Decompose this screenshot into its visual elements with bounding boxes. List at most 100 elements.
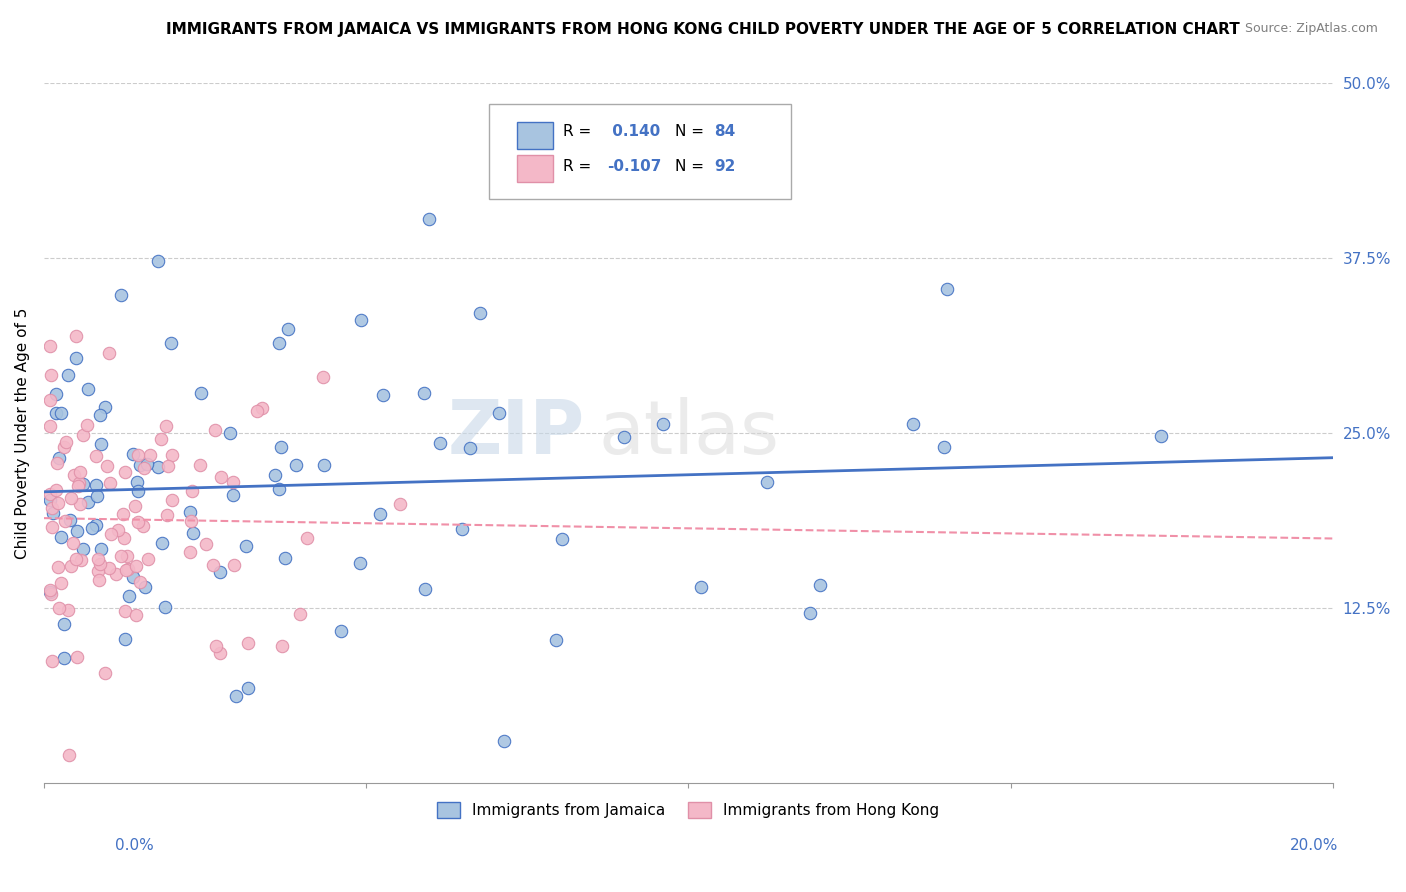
Point bbox=[349, 556, 371, 570]
Point bbox=[418, 212, 440, 227]
Point bbox=[146, 253, 169, 268]
Point bbox=[72, 541, 94, 556]
Point bbox=[225, 689, 247, 703]
Point bbox=[89, 408, 111, 422]
Point bbox=[413, 582, 436, 597]
Point bbox=[46, 456, 69, 470]
Point bbox=[76, 494, 98, 508]
Point bbox=[159, 335, 181, 350]
Point bbox=[132, 461, 155, 475]
Point bbox=[201, 558, 224, 572]
Point bbox=[190, 385, 212, 400]
Text: R =: R = bbox=[564, 159, 596, 174]
Point bbox=[288, 607, 311, 621]
Point bbox=[756, 475, 779, 489]
Point bbox=[134, 580, 156, 594]
Point bbox=[45, 483, 67, 497]
Point bbox=[87, 564, 110, 578]
Point bbox=[39, 487, 62, 501]
Point bbox=[53, 514, 76, 528]
Point bbox=[458, 442, 481, 456]
Point bbox=[89, 558, 111, 572]
Point bbox=[270, 639, 292, 653]
Point bbox=[250, 401, 273, 416]
Point bbox=[148, 459, 170, 474]
Text: 0.140: 0.140 bbox=[607, 124, 661, 139]
Point bbox=[546, 633, 568, 648]
Point bbox=[183, 526, 205, 541]
Text: N =: N = bbox=[675, 159, 709, 174]
Point bbox=[65, 552, 87, 566]
Point bbox=[270, 440, 292, 454]
Point bbox=[51, 529, 73, 543]
Point bbox=[312, 458, 335, 472]
Point bbox=[65, 328, 87, 343]
Point bbox=[153, 599, 176, 614]
Point bbox=[277, 322, 299, 336]
Point bbox=[97, 560, 120, 574]
Point bbox=[269, 335, 291, 350]
Point bbox=[136, 552, 159, 566]
Point bbox=[613, 430, 636, 444]
Point bbox=[105, 567, 128, 582]
Point bbox=[132, 518, 155, 533]
Point bbox=[90, 437, 112, 451]
Point bbox=[94, 400, 117, 414]
Point bbox=[551, 532, 574, 546]
Point bbox=[65, 351, 87, 365]
Point bbox=[49, 406, 72, 420]
Point bbox=[118, 589, 141, 603]
Point bbox=[114, 465, 136, 479]
Point bbox=[122, 570, 145, 584]
Point bbox=[127, 448, 149, 462]
Point bbox=[96, 459, 118, 474]
Point bbox=[39, 585, 62, 599]
Point bbox=[188, 458, 211, 472]
Point bbox=[330, 624, 353, 638]
Point bbox=[66, 524, 89, 538]
Legend: Immigrants from Jamaica, Immigrants from Hong Kong: Immigrants from Jamaica, Immigrants from… bbox=[430, 797, 946, 824]
Point bbox=[80, 521, 103, 535]
Point bbox=[180, 514, 202, 528]
Text: -0.107: -0.107 bbox=[607, 159, 661, 174]
Point bbox=[46, 559, 69, 574]
Point bbox=[72, 428, 94, 442]
Point bbox=[86, 490, 108, 504]
Point bbox=[295, 531, 318, 545]
Point bbox=[58, 747, 80, 762]
Point bbox=[59, 491, 82, 505]
Point bbox=[284, 458, 307, 472]
Point bbox=[56, 603, 79, 617]
Point bbox=[100, 476, 122, 491]
Point bbox=[114, 604, 136, 618]
Point bbox=[89, 573, 111, 587]
Point bbox=[125, 558, 148, 573]
Point bbox=[45, 406, 67, 420]
Point bbox=[1150, 428, 1173, 442]
Text: ZIP: ZIP bbox=[449, 397, 585, 470]
Point bbox=[112, 532, 135, 546]
Point bbox=[370, 507, 392, 521]
Point bbox=[808, 577, 831, 591]
Point bbox=[235, 539, 257, 553]
Point bbox=[264, 467, 287, 482]
Point bbox=[155, 419, 177, 434]
Point bbox=[236, 681, 259, 695]
Point bbox=[69, 497, 91, 511]
Point bbox=[86, 450, 108, 464]
Point bbox=[66, 650, 89, 665]
Point bbox=[156, 508, 179, 522]
Point bbox=[55, 434, 77, 449]
Point bbox=[114, 563, 136, 577]
Point bbox=[107, 523, 129, 537]
Point bbox=[115, 549, 138, 563]
Point bbox=[48, 450, 70, 465]
Point bbox=[209, 565, 232, 579]
Point bbox=[222, 488, 245, 502]
Point bbox=[42, 506, 65, 520]
Point bbox=[127, 475, 149, 489]
Point bbox=[45, 387, 67, 401]
Point bbox=[267, 482, 290, 496]
Text: N =: N = bbox=[675, 124, 709, 139]
Point bbox=[179, 545, 201, 559]
